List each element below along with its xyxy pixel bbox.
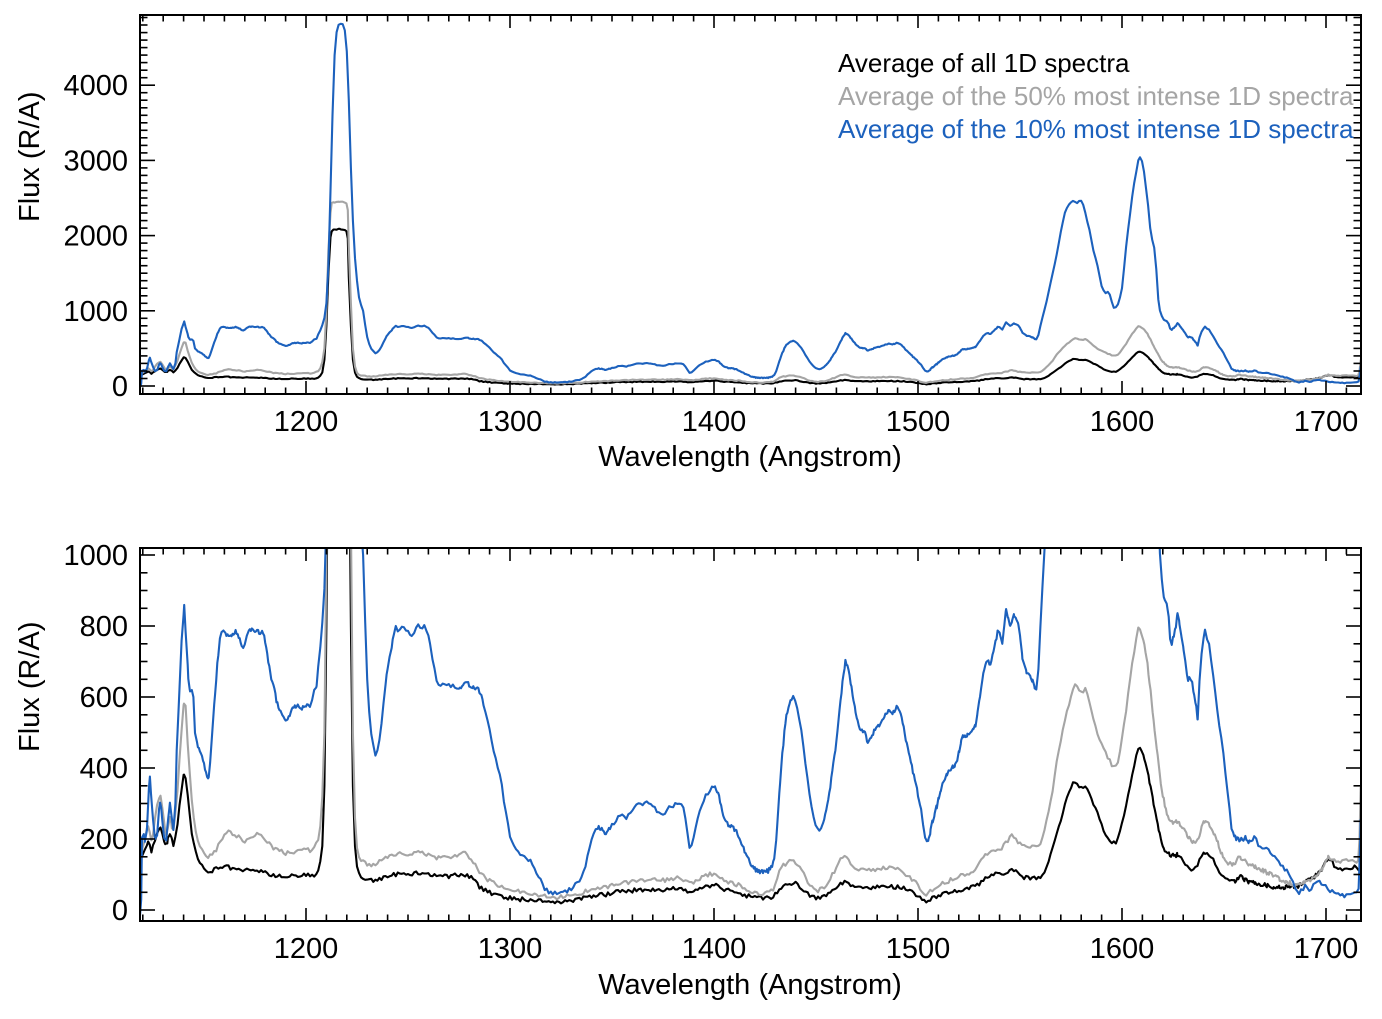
legend: Average of all 1D spectra Average of the… <box>838 47 1353 146</box>
bottom-tick-labels: 1200 1300 1400 1500 1600 1700 0 200 400 600 800 100… <box>63 540 1358 965</box>
top-tick-labels: 1200 1300 1400 1500 1600 1700 0 1000 2000 3000 400… <box>63 70 1358 438</box>
svg-text:1600: 1600 <box>1090 406 1155 438</box>
svg-text:1700: 1700 <box>1294 406 1359 438</box>
svg-text:2000: 2000 <box>63 221 128 253</box>
y-axis-title-text-bottom: Flux (R/A) <box>14 621 46 753</box>
svg-text:1000: 1000 <box>63 296 128 328</box>
legend-item-50pct-spectra: Average of the 50% most intense 1D spect… <box>838 81 1354 111</box>
svg-text:1400: 1400 <box>682 406 747 438</box>
bottom-panel-frame <box>139 547 1362 922</box>
top-curve-1 <box>140 200 1361 385</box>
x-axis-title-text-top: Wavelength (Angstrom) <box>598 441 902 473</box>
svg-text:1600: 1600 <box>1090 933 1155 965</box>
svg-text:1400: 1400 <box>682 933 747 965</box>
x-axis-title-text-bottom: Wavelength (Angstrom) <box>598 969 902 1001</box>
svg-text:1300: 1300 <box>478 406 543 438</box>
svg-text:4000: 4000 <box>63 70 128 102</box>
svg-text:1500: 1500 <box>886 933 951 965</box>
top-panel-x-axis-title: Wavelength (Angstrom) <box>450 441 1050 474</box>
bottom-panel-y-axis-title: Flux (R/A) <box>14 622 47 753</box>
svg-text:0: 0 <box>112 371 128 403</box>
svg-text:1700: 1700 <box>1294 933 1359 965</box>
legend-item-all-spectra: Average of all 1D spectra <box>838 48 1130 78</box>
svg-text:1500: 1500 <box>886 406 951 438</box>
y-axis-title-text-top: Flux (R/A) <box>14 91 46 223</box>
svg-text:3000: 3000 <box>63 145 128 177</box>
svg-text:400: 400 <box>80 753 128 785</box>
legend-item-10pct-spectra: Average of the 10% most intense 1D spect… <box>838 114 1354 144</box>
top-panel-frame <box>139 14 1362 395</box>
bottom-curve-2 <box>140 548 1361 918</box>
svg-text:1200: 1200 <box>274 933 339 965</box>
svg-text:1300: 1300 <box>478 933 543 965</box>
bottom-ticks <box>140 548 1361 921</box>
top-panel-y-axis-title: Flux (R/A) <box>14 92 47 223</box>
svg-text:800: 800 <box>80 611 128 643</box>
svg-text:0: 0 <box>112 895 128 927</box>
top-ticks <box>140 15 1361 394</box>
svg-text:200: 200 <box>80 824 128 856</box>
top-curve-2 <box>140 22 1361 389</box>
bottom-panel: 1200 1300 1400 1500 1600 1700 0 200 400 600 800 100… <box>63 540 1362 965</box>
top-panel: 1200 1300 1400 1500 1600 1700 0 1000 2000 3000 400… <box>63 14 1362 438</box>
bottom-panel-x-axis-title: Wavelength (Angstrom) <box>450 969 1050 1002</box>
bottom-curve-1 <box>140 548 1361 901</box>
svg-text:1000: 1000 <box>63 540 128 572</box>
svg-text:1200: 1200 <box>274 406 339 438</box>
bottom-curve-0 <box>140 548 1361 905</box>
svg-text:600: 600 <box>80 682 128 714</box>
